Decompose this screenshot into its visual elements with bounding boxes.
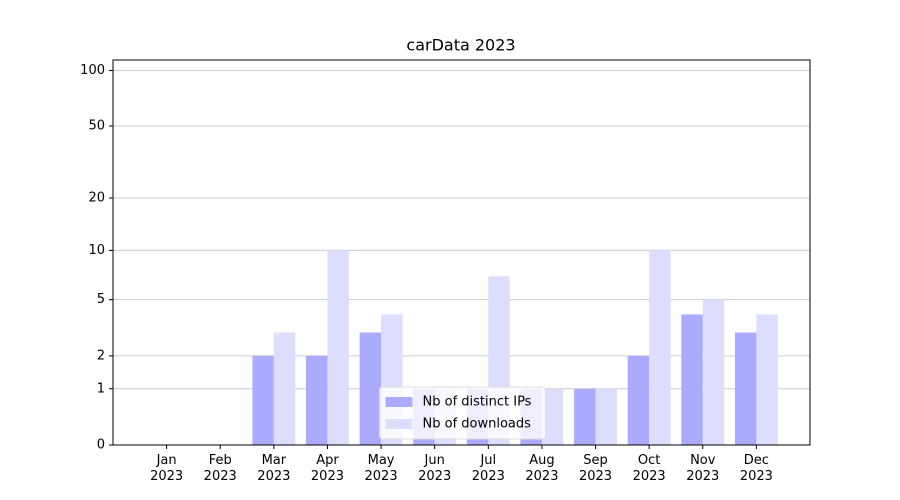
- x-tick-label: Oct 2023: [632, 453, 666, 484]
- bar: [273, 332, 296, 445]
- y-tick-label: 1: [97, 381, 105, 396]
- y-tick-label: 0: [97, 438, 105, 453]
- x-tick-label: Aug 2023: [525, 453, 559, 484]
- x-tick-label: Jun 2023: [418, 453, 452, 484]
- x-tick-label: May 2023: [364, 453, 398, 484]
- legend-label: Nb of downloads: [423, 417, 532, 432]
- bar: [627, 355, 650, 445]
- bar: [702, 299, 725, 445]
- bar: [649, 250, 671, 445]
- x-tick-label: Nov 2023: [686, 453, 720, 484]
- x-tick-label: Jul 2023: [471, 453, 505, 484]
- y-tick-label: 100: [80, 63, 105, 78]
- bar: [595, 388, 617, 445]
- legend-swatch: [385, 419, 413, 429]
- bar: [252, 355, 274, 445]
- x-tick-label: Apr 2023: [310, 453, 344, 484]
- plot-frame: [112, 59, 811, 446]
- bar: [734, 332, 757, 445]
- bar: [541, 388, 564, 445]
- x-tick-label: Dec 2023: [739, 453, 773, 484]
- bar: [756, 314, 778, 445]
- bar: [574, 388, 596, 445]
- y-tick-label: 20: [88, 190, 105, 205]
- legend-swatch: [385, 397, 413, 407]
- x-tick-label: Feb 2023: [203, 453, 237, 484]
- bar: [306, 355, 328, 445]
- y-tick-label: 50: [88, 118, 105, 133]
- bar: [327, 250, 349, 445]
- y-tick-label: 2: [97, 348, 105, 363]
- legend-box: [379, 386, 546, 440]
- y-tick-label: 5: [97, 292, 105, 307]
- x-tick-label: Jan 2023: [150, 453, 184, 484]
- x-tick-label: Sep 2023: [578, 453, 613, 484]
- chart-title: carData 2023: [406, 36, 515, 55]
- x-tick-label: Mar 2023: [257, 453, 291, 484]
- bar: [681, 314, 703, 445]
- legend-label: Nb of distinct IPs: [423, 395, 532, 410]
- bar: [359, 332, 382, 445]
- y-tick-label: 10: [88, 243, 105, 258]
